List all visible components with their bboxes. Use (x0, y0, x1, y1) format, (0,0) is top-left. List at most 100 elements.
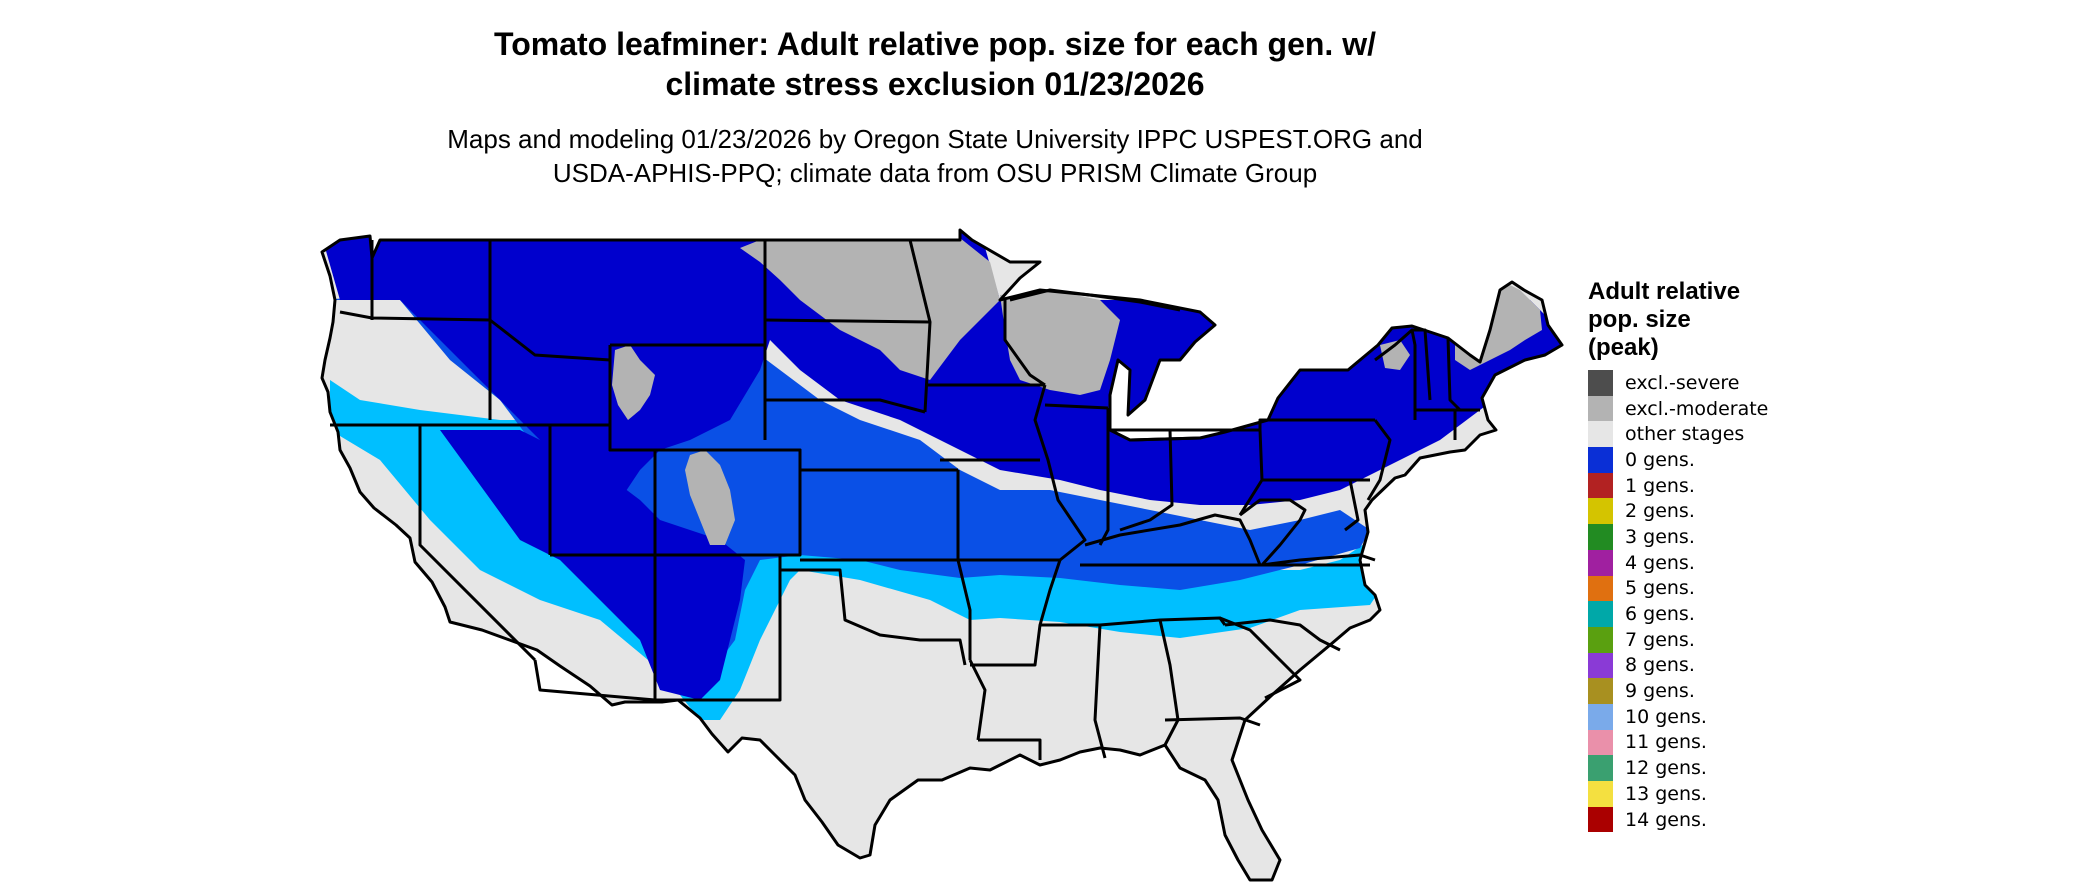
excl-moderate-colorado (685, 450, 735, 545)
legend-label: 14 gens. (1625, 808, 1707, 831)
legend-swatch (1588, 421, 1613, 448)
legend-swatch (1588, 781, 1613, 807)
legend-swatch (1588, 370, 1613, 396)
border-al-ga (1158, 619, 1180, 746)
legend-label: 10 gens. (1625, 705, 1707, 728)
legend-swatch (1588, 626, 1613, 653)
legend-swatch (1588, 524, 1613, 550)
state-borders (320, 228, 1564, 882)
legend-item: 13 gens. (1588, 781, 1848, 807)
map-title-line2: climate stress exclusion 01/23/2026 (665, 66, 1205, 102)
legend-label: excl.-moderate (1625, 397, 1769, 420)
excl-moderate-north-plains (740, 238, 1000, 380)
border-la-ms (978, 738, 1042, 760)
legend-label: other stages (1625, 423, 1745, 446)
border-mn-wi (1003, 300, 1046, 387)
border-id-mt (488, 240, 611, 362)
legend-label: 3 gens. (1625, 525, 1695, 548)
border-nd-sd (764, 318, 931, 324)
border-tx-panhandle (780, 568, 967, 666)
legend-swatch (1588, 755, 1613, 781)
legend-swatch (1588, 472, 1613, 499)
border-dakota-mn (908, 239, 932, 413)
legend-title-line2: pop. size (1588, 306, 1691, 333)
legend-swatch (1588, 703, 1613, 730)
border-nc-sc (1224, 618, 1341, 652)
map-fill-layers (322, 230, 1562, 880)
border-ok-east (956, 470, 972, 660)
legend-title-line1: Adult relative (1588, 278, 1741, 305)
legend-swatch (1588, 678, 1613, 704)
border-upper-mi (1009, 288, 1181, 312)
legend-item: 8 gens. (1588, 652, 1848, 679)
legend-label: 8 gens. (1625, 654, 1695, 677)
legend-label: 13 gens. (1625, 782, 1707, 805)
legend-label: 4 gens. (1625, 551, 1695, 574)
border-ms-al (1093, 624, 1107, 759)
map-title-line1: Tomato leafminer: Adult relative pop. si… (494, 26, 1376, 62)
border-ky-north (1084, 513, 1262, 566)
legend-item: 9 gens. (1588, 678, 1848, 704)
excl-moderate-wyoming (612, 345, 655, 420)
legend-label: 1 gens. (1625, 474, 1695, 497)
legend-swatch (1588, 447, 1613, 473)
legend-label: 9 gens. (1625, 680, 1695, 703)
legend-label: 11 gens. (1625, 731, 1707, 754)
border-va-nc (1261, 553, 1376, 567)
legend-item: 6 gens. (1588, 601, 1848, 627)
legend-item: 5 gens. (1588, 575, 1848, 602)
border-in-oh (1108, 428, 1174, 532)
map-subtitle-line2: USDA-APHIS-PPQ; climate data from OSU PR… (552, 158, 1318, 188)
border-wa-or (339, 310, 491, 322)
legend-item: 0 gens. (1588, 447, 1848, 473)
legend-swatch (1588, 601, 1613, 627)
border-ar (970, 558, 1062, 667)
border-nj (1366, 419, 1392, 501)
border-ca-az (533, 659, 656, 702)
legend-item: 3 gens. (1588, 524, 1848, 550)
border-oh-pa (1170, 428, 1264, 516)
legend-title: Adult relative pop. size (peak) (1588, 278, 1848, 362)
legend-swatch (1588, 652, 1613, 679)
legend-item: 7 gens. (1588, 626, 1848, 653)
legend-swatch (1588, 806, 1613, 833)
legend-item: excl.-severe (1588, 370, 1848, 396)
border-ga-sc (1219, 616, 1302, 700)
legend-label: 0 gens. (1625, 448, 1695, 471)
excl-moderate-upper-midwest (1000, 290, 1120, 395)
map-subtitle: Maps and modeling 01/23/2026 by Oregon S… (0, 122, 1870, 190)
border-tx-la (968, 659, 987, 741)
border-vt-nh (1412, 328, 1432, 401)
border-wi-il (1044, 403, 1109, 410)
legend-swatch (1588, 575, 1613, 602)
border-nm-tx (655, 553, 782, 702)
legend-item: 12 gens. (1588, 755, 1848, 781)
legend-item: excl.-moderate (1588, 395, 1848, 422)
legend-swatch (1588, 549, 1613, 576)
legend-swatch (1588, 395, 1613, 422)
legend-swatch (1588, 729, 1613, 756)
map-title: Tomato leafminer: Adult relative pop. si… (0, 24, 1870, 104)
legend-label: 5 gens. (1625, 577, 1695, 600)
border-wv (1239, 498, 1307, 567)
legend-label: 2 gens. (1625, 500, 1695, 523)
border-md-de (1344, 479, 1360, 532)
legend-item: 11 gens. (1588, 729, 1848, 756)
border-nh-me (1446, 337, 1462, 412)
legend-label: 12 gens. (1625, 757, 1707, 780)
legend-label: 6 gens. (1625, 603, 1695, 626)
border-sd-ne (765, 398, 926, 414)
border-ga-fl (1164, 716, 1261, 727)
legend-item: 4 gens. (1588, 549, 1848, 576)
legend-item: 10 gens. (1588, 703, 1848, 730)
border-pa-ny (1258, 418, 1375, 430)
border-mi-lower (1129, 436, 1201, 442)
legend-swatch (1588, 498, 1613, 525)
map-subtitle-line1: Maps and modeling 01/23/2026 by Oregon S… (447, 124, 1423, 154)
legend: Adult relative pop. size (peak) excl.-se… (1588, 278, 1848, 833)
border-mo-east (1033, 384, 1087, 562)
deep-blue-southwest (440, 430, 745, 700)
legend-title-line3: (peak) (1588, 334, 1659, 361)
legend-item: 1 gens. (1588, 472, 1848, 499)
